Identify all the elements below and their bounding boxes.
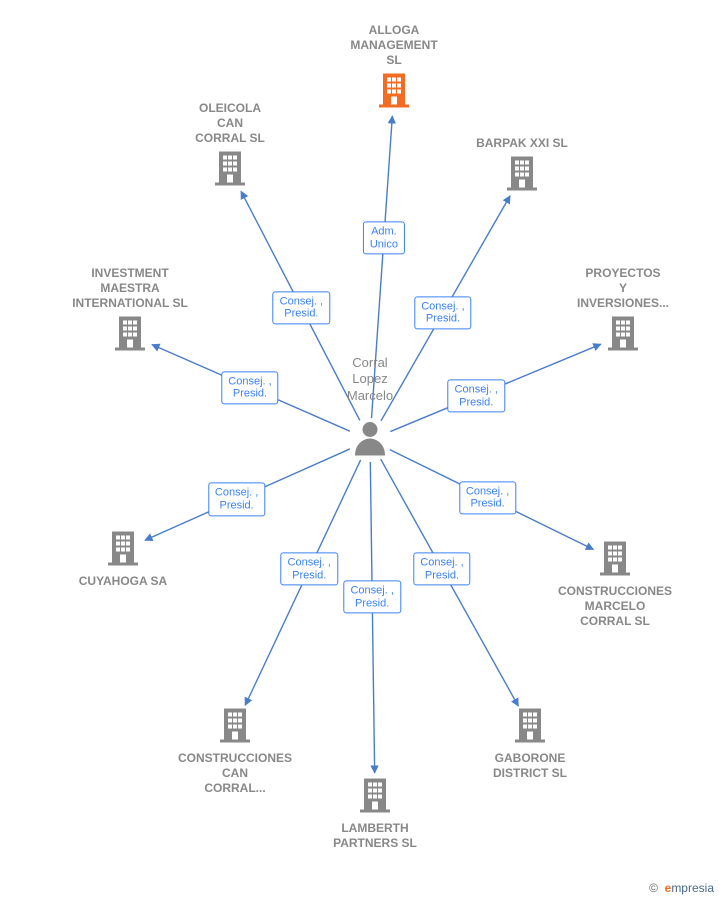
edge-line xyxy=(370,462,374,773)
edge-label: Consej. ,Presid. xyxy=(221,371,278,404)
person-node-label: CorralLopezMarcelo xyxy=(347,355,393,404)
company-node-icon[interactable] xyxy=(379,72,409,113)
copyright: © empresia xyxy=(649,881,714,895)
edge-label: Consej. ,Presid. xyxy=(459,481,516,514)
company-node-icon[interactable] xyxy=(507,155,537,196)
edge-label: Consej. ,Presid. xyxy=(343,580,400,613)
brand-rest: mpresia xyxy=(671,881,714,895)
company-node-icon[interactable] xyxy=(360,777,390,818)
company-node-label: GABORONEDISTRICT SL xyxy=(493,751,567,781)
edge-label: Consej. ,Presid. xyxy=(448,379,505,412)
network-canvas: Adm.UnicoConsej. ,Presid.Consej. ,Presid… xyxy=(0,0,728,905)
person-node-icon[interactable] xyxy=(353,420,387,461)
company-node-icon[interactable] xyxy=(608,315,638,356)
company-node-label: BARPAK XXI SL xyxy=(476,136,568,151)
company-node-label: INVESTMENTMAESTRAINTERNATIONAL SL xyxy=(72,266,188,311)
company-node-icon[interactable] xyxy=(600,540,630,581)
company-node-label: ALLOGAMANAGEMENTSL xyxy=(350,23,437,68)
company-node-label: PROYECTOSYINVERSIONES... xyxy=(577,266,669,311)
edge-label: Consej. ,Presid. xyxy=(413,553,470,586)
company-node-icon[interactable] xyxy=(108,530,138,571)
company-node-label: CONSTRUCCIONESMARCELOCORRAL SL xyxy=(558,584,672,629)
company-node-icon[interactable] xyxy=(515,707,545,748)
edge-label: Consej. ,Presid. xyxy=(414,296,471,329)
company-node-label: CONSTRUCCIONESCANCORRAL... xyxy=(178,751,292,796)
company-node-label: OLEICOLACANCORRAL SL xyxy=(195,101,265,146)
company-node-label: LAMBERTHPARTNERS SL xyxy=(333,821,417,851)
copyright-symbol: © xyxy=(649,881,658,895)
company-node-icon[interactable] xyxy=(220,707,250,748)
edge-label: Adm.Unico xyxy=(363,222,405,255)
edge-label: Consej. ,Presid. xyxy=(281,553,338,586)
edge-label: Consej. ,Presid. xyxy=(273,291,330,324)
company-node-icon[interactable] xyxy=(215,150,245,191)
company-node-label: CUYAHOGA SA xyxy=(79,574,167,589)
company-node-icon[interactable] xyxy=(115,315,145,356)
edge-label: Consej. ,Presid. xyxy=(208,483,265,516)
